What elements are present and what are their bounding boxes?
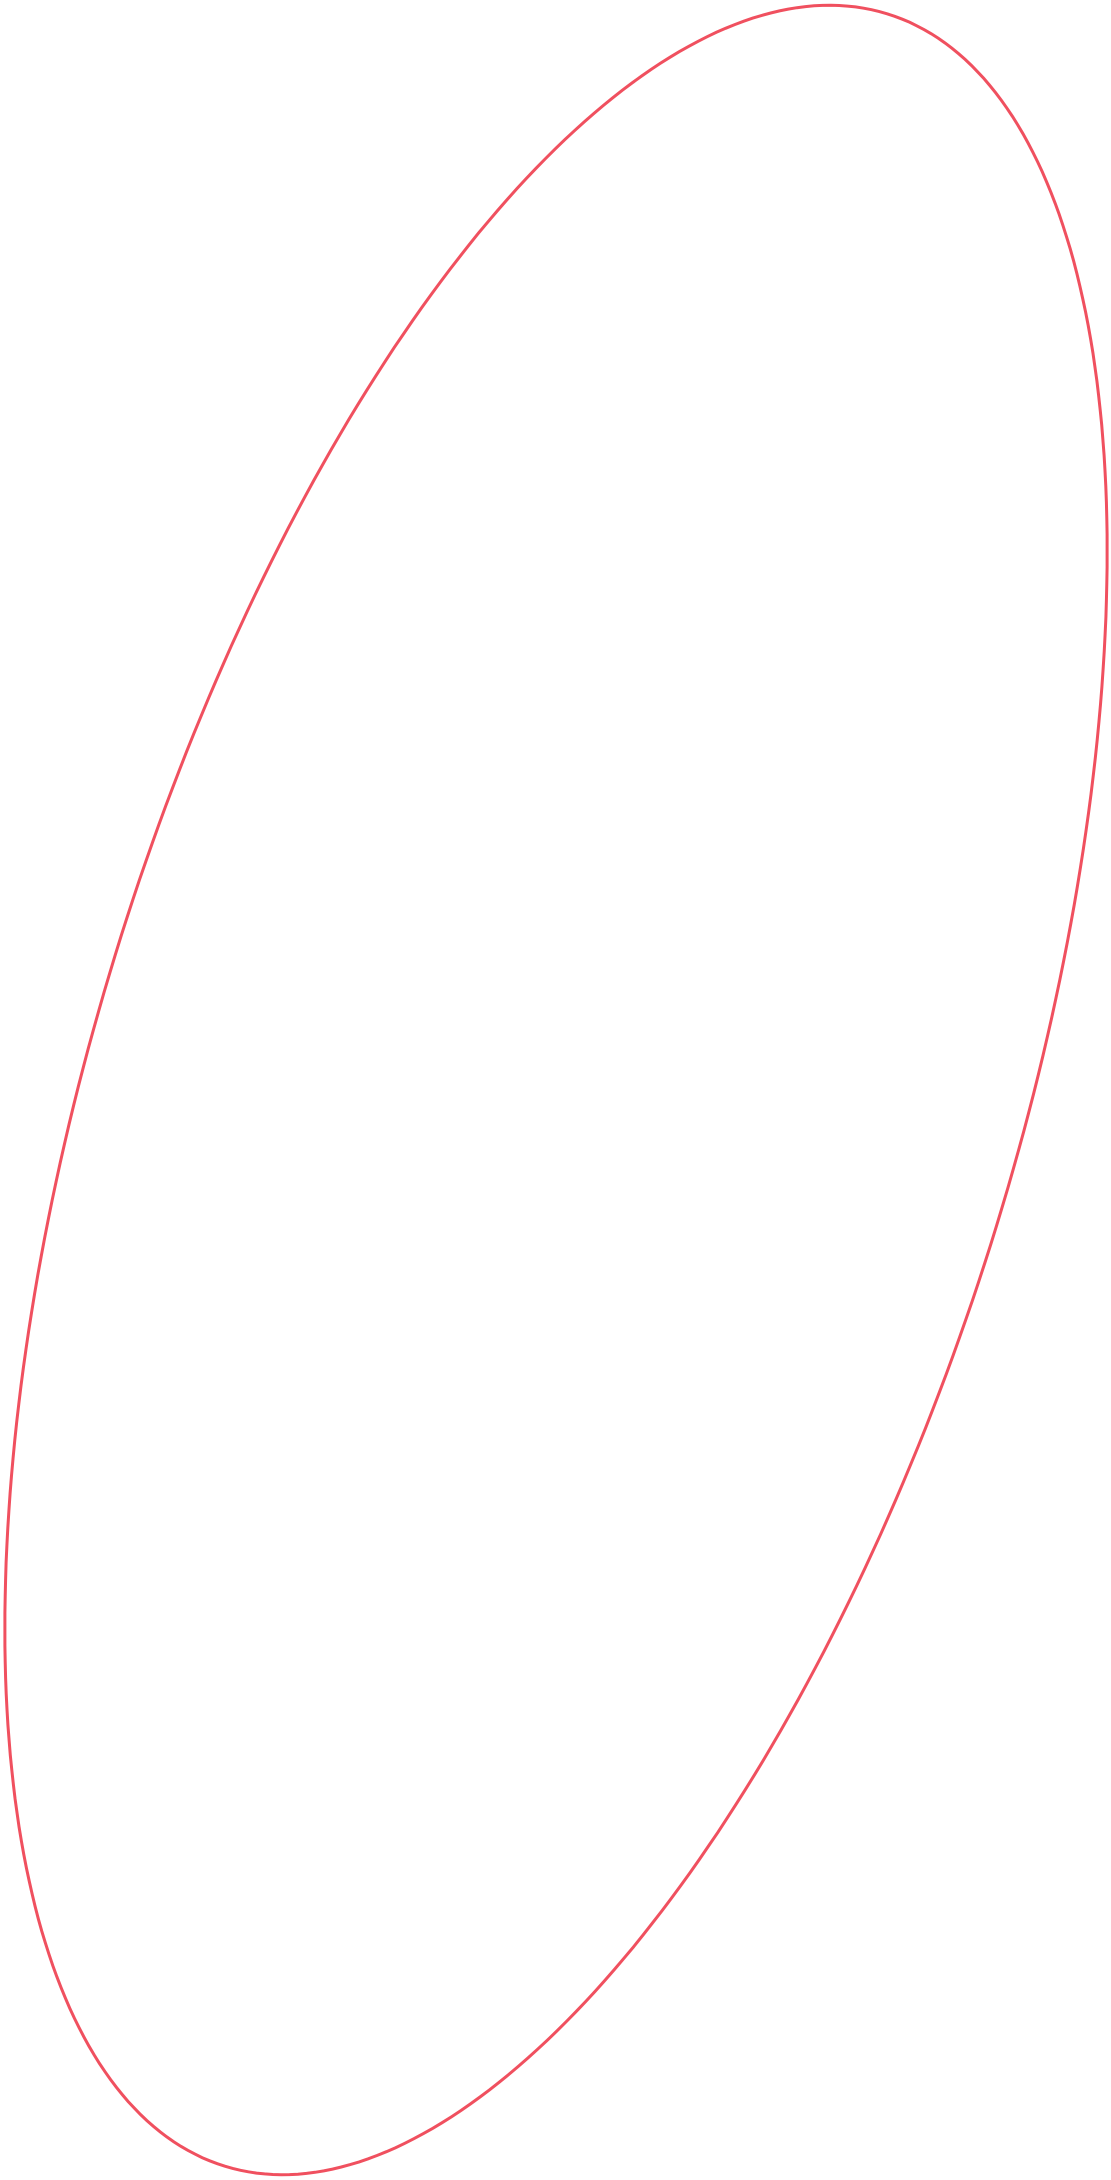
tilted-ellipse-outline [3, 3, 1109, 2177]
